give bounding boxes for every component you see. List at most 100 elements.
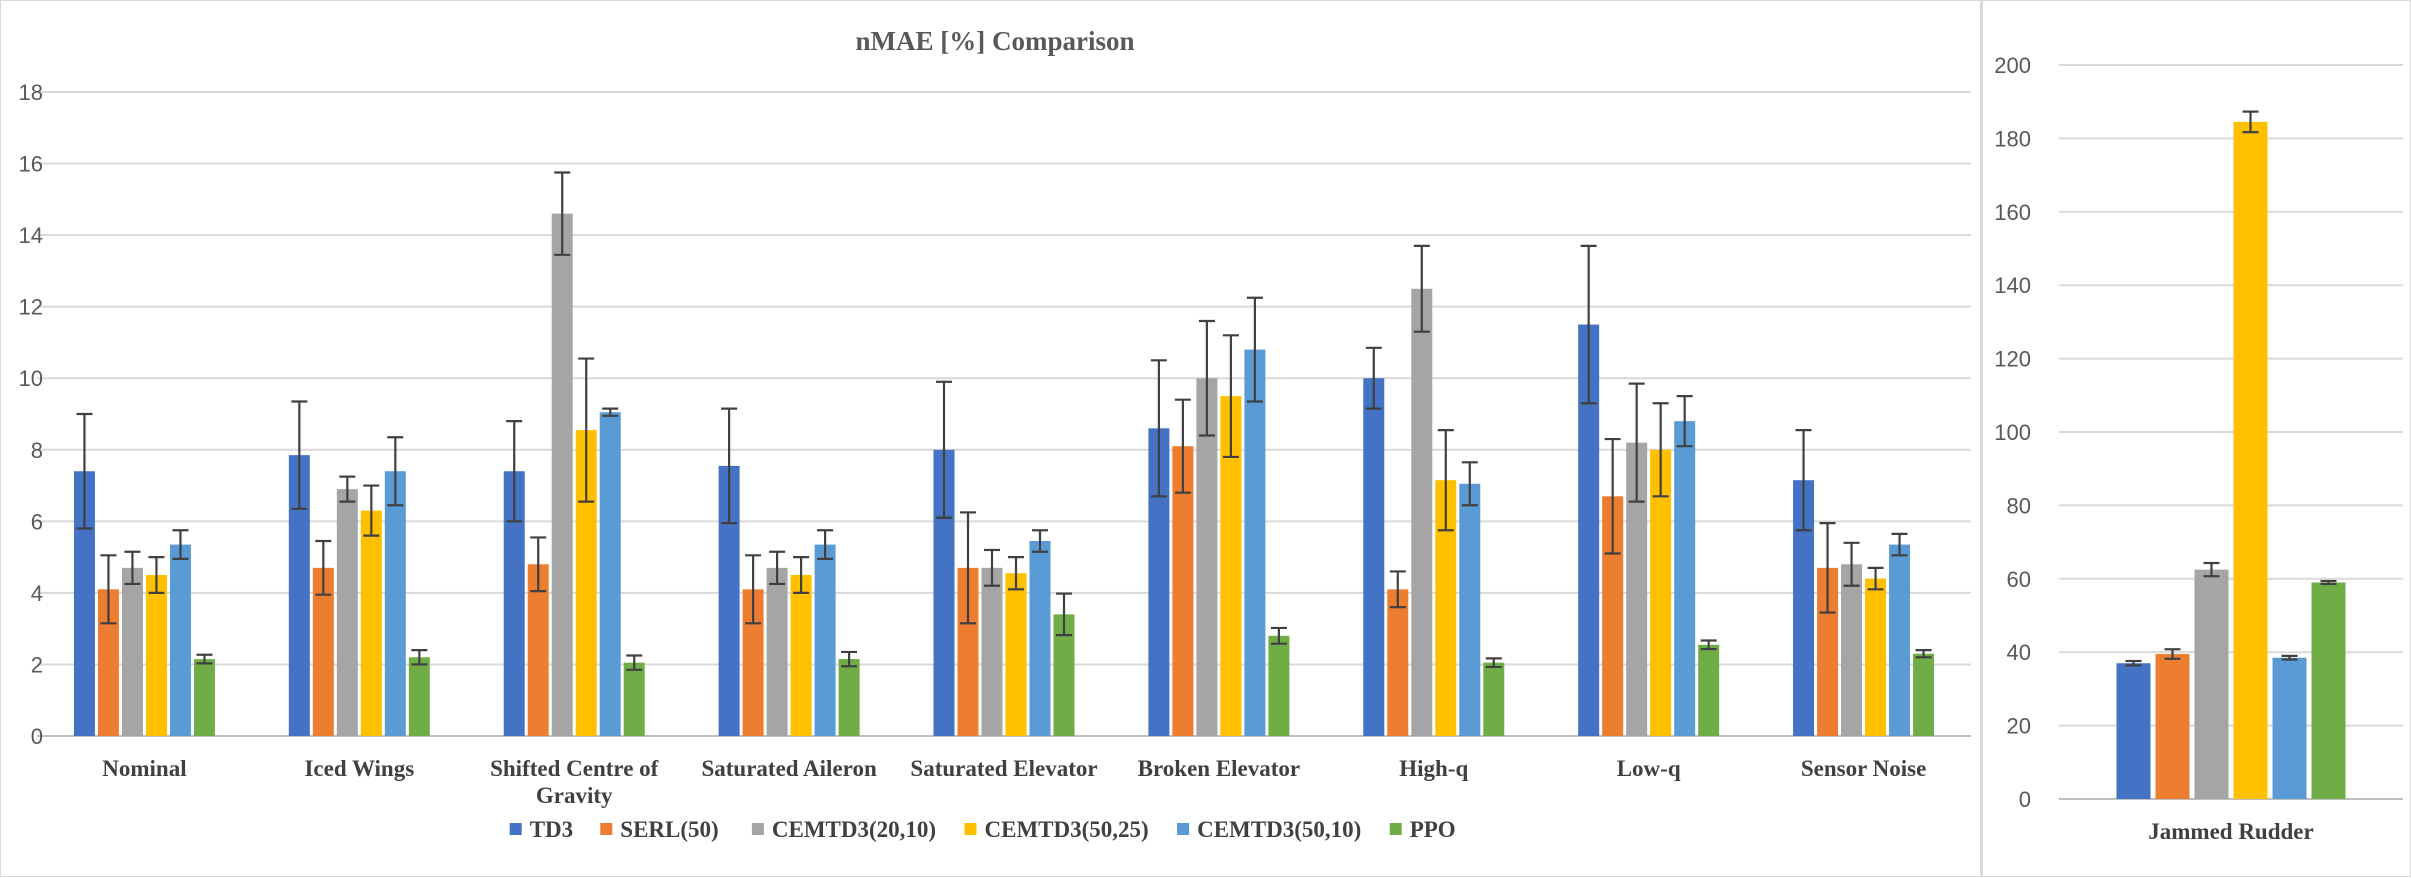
y-tick-label: 6 <box>31 509 43 534</box>
bar-ppo-sensor-noise <box>1913 653 1935 736</box>
bar-td3-saturated-aileron <box>718 465 740 736</box>
bar-ppo-high-q <box>1483 662 1505 736</box>
y-tick-label: 14 <box>19 223 43 248</box>
legend-swatch-cemtd3-50-10 <box>1177 823 1190 835</box>
bar-cemtd3-50-10-saturated-aileron <box>814 544 836 736</box>
bar-cemtd3-50-25-saturated-elevator <box>1005 573 1027 736</box>
legend-label-cemtd3-50-25: CEMTD3(50,25) <box>985 817 1149 842</box>
category-label: Nominal <box>102 756 186 781</box>
bar-cemtd3-50-10-iced-wings <box>384 471 406 736</box>
bar-td3-nominal <box>73 471 95 736</box>
bar-cemtd3-50-10-saturated-elevator <box>1029 541 1051 736</box>
bar-serl-50-shifted-centre-of-gravity <box>527 564 549 736</box>
y-tick-label: 180 <box>1994 126 2031 151</box>
y-tick-label: 80 <box>2007 493 2031 518</box>
y-tick-label: 2 <box>31 652 43 677</box>
bar-serl-50-sensor-noise <box>1817 567 1839 736</box>
y-tick-label: 100 <box>1994 420 2031 445</box>
category-label: Shifted Centre of <box>490 756 659 781</box>
bar-serl-50-jammed-rudder <box>2155 654 2190 799</box>
legend-swatch-td3 <box>509 823 522 835</box>
jammed-rudder-chart-panel: 0 20 40 60 80 100 120 140 160 180 200 Jammed Rudder <box>1981 0 2411 877</box>
legend-label-cemtd3-50-10: CEMTD3(50,10) <box>1197 817 1361 842</box>
y-tick-label: 0 <box>31 724 43 749</box>
bar-cemtd3-20-10-broken-elevator <box>1196 378 1218 736</box>
y-tick-label: 60 <box>2007 567 2031 592</box>
bar-td3-broken-elevator <box>1148 428 1170 736</box>
bar-cemtd3-20-10-low-q <box>1626 442 1648 736</box>
category-label: Gravity <box>536 783 613 808</box>
y-tick-label: 140 <box>1994 273 2031 298</box>
category-label: Sensor Noise <box>1801 756 1926 781</box>
legend-swatch-serl-50 <box>600 823 613 835</box>
bar-ppo-saturated-aileron <box>838 659 860 736</box>
bar-cemtd3-50-25-saturated-aileron <box>790 575 812 736</box>
bar-serl-50-saturated-aileron <box>742 589 764 736</box>
bar-cemtd3-50-25-broken-elevator <box>1220 396 1242 736</box>
bar-cemtd3-50-25-low-q <box>1650 449 1672 736</box>
main-chart-panel: 0 2 4 6 8 10 12 14 16 18 nMAE [%] Comparison Nomina… <box>0 0 1981 877</box>
bar-cemtd3-50-10-low-q <box>1674 421 1696 736</box>
bar-cemtd3-50-25-shifted-centre-of-gravity <box>575 430 597 736</box>
bar-serl-50-broken-elevator <box>1172 446 1194 736</box>
y-tick-label: 8 <box>31 438 43 463</box>
bar-cemtd3-50-25-high-q <box>1435 480 1457 736</box>
bar-ppo-shifted-centre-of-gravity <box>623 662 645 736</box>
bar-cemtd3-20-10-jammed-rudder <box>2194 569 2229 799</box>
bar-cemtd3-20-10-saturated-aileron <box>766 567 788 736</box>
y-tick-label: 12 <box>19 295 43 320</box>
bar-ppo-saturated-elevator <box>1053 614 1075 736</box>
bar-cemtd3-20-10-high-q <box>1411 288 1433 736</box>
legend-swatch-ppo <box>1389 823 1402 835</box>
bar-ppo-low-q <box>1698 644 1720 736</box>
legend-label-td3: TD3 <box>530 817 573 842</box>
bar-serl-50-high-q <box>1387 589 1409 736</box>
bar-cemtd3-50-10-sensor-noise <box>1889 544 1911 736</box>
bar-cemtd3-50-25-iced-wings <box>360 510 382 736</box>
bar-cemtd3-20-10-shifted-centre-of-gravity <box>551 213 573 737</box>
bar-cemtd3-50-10-nominal <box>169 544 191 736</box>
legend-label-serl-50: SERL(50) <box>620 817 718 842</box>
category-label: Saturated Elevator <box>910 756 1097 781</box>
bar-td3-jammed-rudder <box>2116 663 2151 799</box>
category-label: High-q <box>1399 756 1468 781</box>
bar-cemtd3-20-10-saturated-elevator <box>981 567 1003 736</box>
bar-td3-iced-wings <box>288 455 310 736</box>
bar-ppo-broken-elevator <box>1268 635 1290 736</box>
bar-cemtd3-50-25-nominal <box>145 575 167 736</box>
y-tick-label: 0 <box>2019 787 2031 812</box>
bar-serl-50-saturated-elevator <box>957 567 979 736</box>
bar-cemtd3-20-10-sensor-noise <box>1841 564 1863 736</box>
bar-cemtd3-20-10-nominal <box>121 567 143 736</box>
bar-cemtd3-50-10-high-q <box>1459 483 1481 736</box>
legend-label-ppo: PPO <box>1410 817 1456 842</box>
bar-td3-sensor-noise <box>1793 480 1815 736</box>
y-tick-label: 18 <box>19 80 43 105</box>
category-label: Saturated Aileron <box>701 756 876 781</box>
y-tick-label: 160 <box>1994 200 2031 225</box>
bar-serl-50-nominal <box>97 589 119 736</box>
y-tick-label: 16 <box>19 152 43 177</box>
bar-cemtd3-50-25-jammed-rudder <box>2233 121 2268 799</box>
bar-ppo-iced-wings <box>408 657 430 736</box>
bar-serl-50-iced-wings <box>312 567 334 736</box>
bar-cemtd3-50-10-shifted-centre-of-gravity <box>599 412 621 736</box>
bar-ppo-nominal <box>193 659 215 736</box>
category-label: Jammed Rudder <box>2148 819 2313 844</box>
bar-td3-low-q <box>1578 324 1600 736</box>
bar-td3-saturated-elevator <box>933 449 955 736</box>
bar-cemtd3-50-10-broken-elevator <box>1244 349 1266 736</box>
category-label: Low-q <box>1617 756 1681 781</box>
bar-td3-high-q <box>1363 378 1385 736</box>
bar-td3-shifted-centre-of-gravity <box>503 471 525 736</box>
y-tick-label: 10 <box>19 366 43 391</box>
y-tick-label: 40 <box>2007 640 2031 665</box>
category-label: Broken Elevator <box>1138 756 1300 781</box>
bar-ppo-jammed-rudder <box>2311 582 2346 799</box>
category-label: Iced Wings <box>304 756 414 781</box>
main-chart: 0 2 4 6 8 10 12 14 16 18 nMAE [%] Comparison Nomina… <box>19 26 1971 842</box>
bar-serl-50-low-q <box>1602 496 1624 736</box>
y-tick-label: 120 <box>1994 347 2031 372</box>
legend-swatch-cemtd3-20-10 <box>751 823 764 835</box>
bar-cemtd3-50-25-sensor-noise <box>1865 578 1887 736</box>
